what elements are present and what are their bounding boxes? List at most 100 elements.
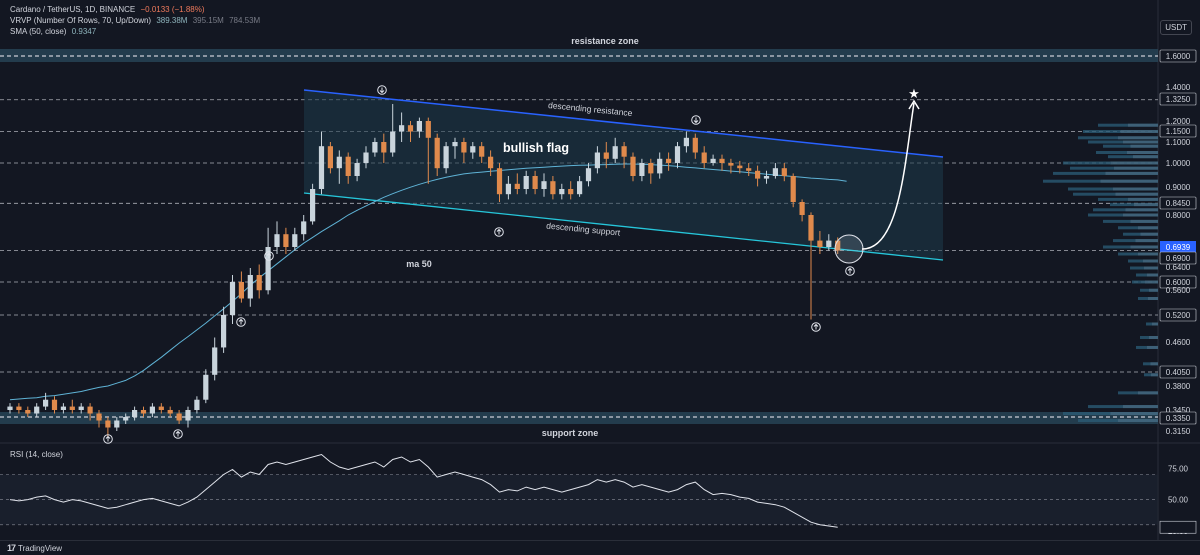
current-price-highlight [834,234,864,264]
tradingview-logo[interactable]: 17 TradingView [7,543,62,553]
rsi-legend[interactable]: RSI (14, close) [10,450,66,460]
volume-profile-bar [1114,166,1158,170]
candle-body [274,234,280,247]
candle [701,146,707,169]
volume-profile-bar [1147,273,1158,277]
volume-profile-bar [1120,130,1158,133]
candle-body [301,221,307,235]
marker-arrow [496,228,502,235]
candle [808,212,814,320]
candle-body [176,413,182,421]
candle [34,403,40,417]
volume-profile-bar [1130,245,1158,249]
volume-profile-bar [1115,192,1158,196]
price-scale-label: 1.2000 [1166,117,1191,126]
currency-button[interactable]: USDT [1160,20,1192,35]
candle-body [817,240,823,247]
price-level-tag [1159,365,1197,379]
candle [318,131,325,195]
candle-body [657,158,663,174]
candle-body [354,163,360,176]
candle [461,137,467,163]
swing-marker-icon [103,434,113,444]
price-scale-label: 0.5600 [1166,286,1191,295]
candle [559,183,565,200]
candle [648,158,654,184]
volume-profile-bar [1138,391,1158,395]
candle [470,142,476,159]
candle [505,176,511,200]
candle-body [51,399,58,410]
candle [16,403,22,414]
volume-profile-bar [1128,123,1158,127]
candle [746,163,752,176]
candle-body [7,406,13,410]
volume-profile-bar [1143,259,1158,263]
candle [185,406,191,428]
candle-body [479,146,485,157]
symbol-legend[interactable]: Cardano / TetherUS, 1D, BINANCE −0.0133 … [10,5,208,15]
candle [390,104,396,157]
candle [7,403,13,414]
candle-body [719,158,725,163]
swing-marker-icon [377,85,387,95]
candle [301,215,307,241]
candle-body [585,168,592,182]
candle [612,137,618,163]
candle-body [737,165,743,169]
marker-ring [173,429,183,439]
candle-body [310,189,316,222]
volume-profile-bar [1133,155,1158,159]
rsi-value-tag [1159,520,1197,534]
volume-profile-bar [1148,297,1158,300]
candle [283,227,289,254]
sma-legend[interactable]: SMA (50, close) 0.9347 [10,27,99,37]
candle [710,154,716,166]
volume-profile-bar [1130,219,1158,223]
marker-arrow [813,323,819,330]
price-scale-label: 1.1500 [1166,127,1191,136]
marker-ring [103,434,113,444]
volume-profile-bar [1123,405,1158,409]
candle [363,146,369,169]
candle-body [692,137,698,153]
vrvp-legend[interactable]: VRVP (Number Of Rows, 70, Up/Down) 389.3… [10,16,263,26]
candle-body [16,406,22,410]
candle [96,410,102,428]
candle [666,152,672,171]
candle [212,337,218,381]
marker-arrow [266,252,272,259]
candle [568,181,574,200]
candle-body [345,156,351,176]
candle [381,133,387,163]
marker-ring [811,322,821,332]
rsi-line [9,453,838,528]
marker-ring [264,251,274,261]
candle-body [826,240,832,247]
candle-body [701,152,707,163]
candle-body [728,163,734,166]
candle-body [212,347,218,375]
candle [69,399,75,414]
candle [256,264,262,299]
price-scale-label: 1.0000 [1166,159,1191,168]
marker-arrow [693,117,699,124]
candle-body [185,410,191,421]
volume-profile-bar [1125,208,1158,212]
price-level-tag [1159,308,1197,322]
candle-body [452,142,458,147]
price-scale-label: 0.4050 [1166,368,1191,377]
candle-body [203,374,209,400]
price-level-tag [1159,49,1197,63]
candle [585,163,592,187]
price-level-tag [1159,92,1197,106]
price-scale-label: 1.3250 [1166,95,1191,104]
candle-body [630,156,636,176]
candle-body [372,142,378,153]
candle-body [621,146,627,157]
candle [327,142,333,174]
candle-body [594,152,600,169]
candle-body [43,399,49,407]
candle-body [746,168,752,171]
